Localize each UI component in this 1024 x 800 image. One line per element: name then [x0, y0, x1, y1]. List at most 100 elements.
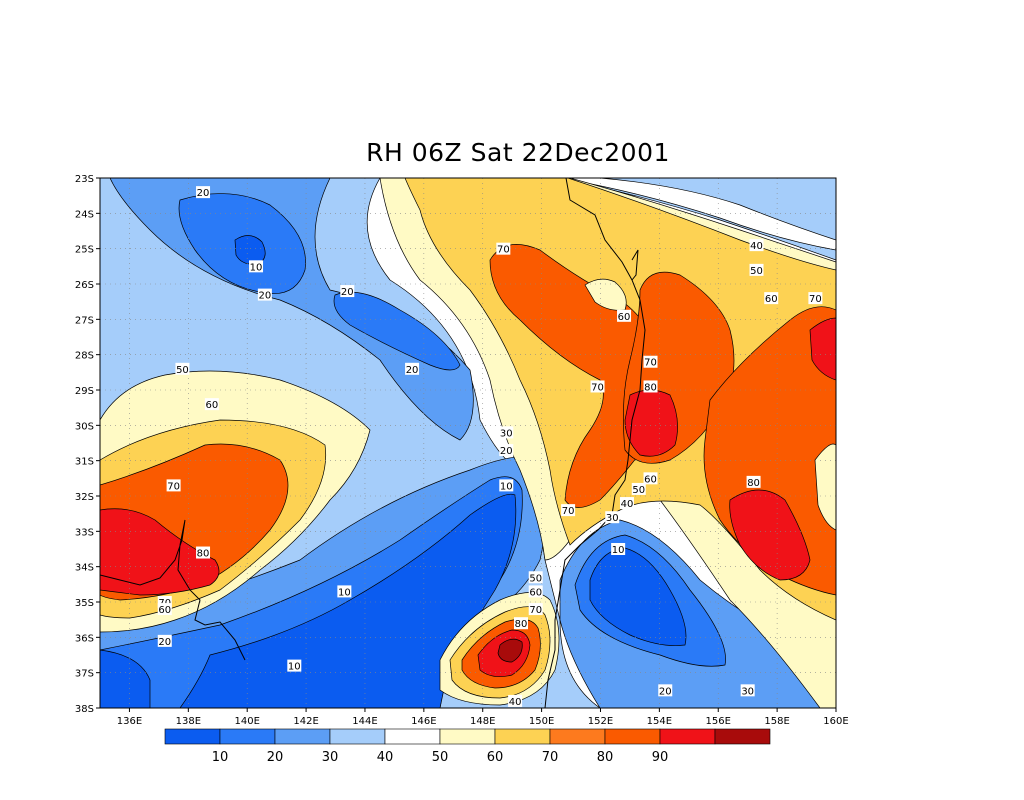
colorbar-level-label: 90 — [652, 750, 669, 765]
x-tick-label: 160E — [823, 716, 848, 727]
contour-label: 50 — [175, 362, 190, 376]
contour-label-text: 20 — [258, 291, 271, 302]
colorbar-swatch — [549, 728, 606, 745]
colorbar-swatch — [219, 728, 276, 745]
x-tick-label: 138E — [176, 716, 201, 727]
contour-label-text: 30 — [500, 428, 513, 439]
colorbar-level-label: 80 — [597, 750, 614, 765]
contour-label: 20 — [499, 444, 514, 457]
contour-label: 70 — [643, 355, 658, 369]
contour-label: 10 — [287, 659, 302, 673]
colorbar-swatch — [439, 728, 496, 745]
contour-label-text: 10 — [612, 545, 625, 556]
colorbar-level-label: 10 — [212, 750, 229, 765]
x-tick-label: 150E — [529, 716, 554, 727]
contour-label-text: 10 — [288, 662, 301, 673]
contour-label: 80 — [643, 380, 658, 393]
colorbar-level-label: 30 — [322, 750, 339, 765]
plot-frame — [99, 177, 837, 709]
contour-label-text: 70 — [591, 382, 604, 393]
contour-label-text: 60 — [206, 400, 219, 411]
contour-label: 70 — [166, 479, 181, 492]
contour-label: 80 — [513, 617, 528, 630]
contour-label: 70 — [590, 380, 605, 393]
contour-label-text: 20 — [659, 686, 672, 697]
y-tick-label: 27S — [75, 315, 94, 326]
contour-label-text: 40 — [750, 241, 763, 252]
longitude-axis: 136E 138E 140E 142E 144E 146E 148E 150E 152E 154E… — [117, 708, 849, 727]
contour-label: 20 — [340, 285, 355, 298]
x-tick-label: 142E — [293, 716, 318, 727]
colorbar-swatch — [164, 728, 221, 745]
contour-band — [333, 291, 461, 371]
contour-label: 10 — [499, 479, 514, 492]
y-tick-label: 34S — [75, 563, 94, 574]
contour-label-text: 20 — [197, 188, 210, 199]
contour-label-text: 70 — [529, 605, 542, 616]
contour-label: 30 — [499, 426, 514, 439]
y-tick-label: 29S — [75, 386, 94, 397]
contour-label-text: 70 — [562, 506, 575, 517]
contour-label-text: 60 — [529, 587, 542, 598]
contour-labels: 2010202020506070807060201010706070807030… — [157, 186, 823, 708]
contour-label: 60 — [528, 585, 543, 598]
contour-label-text: 70 — [644, 358, 657, 369]
contour-label: 10 — [611, 543, 626, 556]
contour-label-text: 40 — [509, 697, 522, 708]
contour-label: 30 — [740, 684, 755, 697]
contour-label-text: 60 — [618, 312, 631, 323]
contour-label-text: 70 — [167, 481, 180, 492]
y-tick-label: 23S — [75, 174, 94, 185]
x-tick-label: 140E — [234, 716, 259, 727]
contour-label: 50 — [631, 482, 646, 496]
contour-label: 80 — [746, 475, 761, 489]
x-tick-label: 152E — [588, 716, 613, 727]
colorbar-legend: 10 20 30 40 50 60 70 80 90 — [164, 728, 771, 765]
contour-label-text: 20 — [341, 287, 354, 298]
x-tick-label: 154E — [647, 716, 672, 727]
contour-label: 10 — [249, 260, 264, 273]
y-tick-label: 35S — [75, 598, 94, 609]
contour-band — [814, 443, 836, 531]
colorbar-swatch — [274, 728, 331, 745]
colorbar-swatch — [659, 728, 716, 745]
contour-label-text: 70 — [497, 245, 510, 256]
contour-label-text: 20 — [500, 446, 513, 457]
contour-band — [584, 278, 627, 311]
contour-label: 40 — [508, 694, 523, 708]
contour-band — [234, 235, 266, 265]
contour-band — [624, 389, 678, 457]
colorbar-level-label: 20 — [267, 750, 284, 765]
y-tick-label: 37S — [75, 669, 94, 680]
contour-fills — [100, 178, 836, 708]
y-tick-label: 30S — [75, 421, 94, 432]
latitude-axis: 23S 24S 25S 26S 27S 28S 29S 30S 31S 32S 33S 34S 35S 3… — [75, 174, 100, 715]
colorbar-level-label: 50 — [432, 750, 449, 765]
contour-label: 50 — [528, 571, 543, 584]
contour-label-text: 30 — [606, 513, 619, 524]
contour-label-text: 70 — [809, 294, 822, 305]
contour-label: 70 — [528, 603, 543, 616]
plot-title: RH 06Z Sat 22Dec2001 — [366, 138, 670, 167]
contour-label: 20 — [257, 288, 272, 302]
contour-label-text: 10 — [500, 481, 513, 492]
y-tick-label: 26S — [75, 280, 94, 291]
coastline-south — [100, 519, 246, 661]
x-tick-label: 146E — [411, 716, 436, 727]
contour-label: 60 — [643, 472, 658, 485]
contour-label: 60 — [764, 292, 779, 305]
colorbar-swatch — [494, 728, 551, 745]
colorbar-swatch — [714, 728, 771, 745]
contour-band — [100, 508, 220, 596]
contour-label-text: 50 — [632, 485, 645, 496]
contour-label: 40 — [749, 239, 764, 252]
colorbar-swatch — [384, 728, 441, 745]
contour-label: 40 — [619, 497, 634, 510]
y-tick-label: 32S — [75, 492, 94, 503]
x-tick-label: 144E — [352, 716, 377, 727]
colorbar-level-label: 40 — [377, 750, 394, 765]
y-tick-label: 25S — [75, 245, 94, 256]
contour-label-text: 60 — [644, 474, 657, 485]
contour-label: 60 — [157, 603, 172, 616]
